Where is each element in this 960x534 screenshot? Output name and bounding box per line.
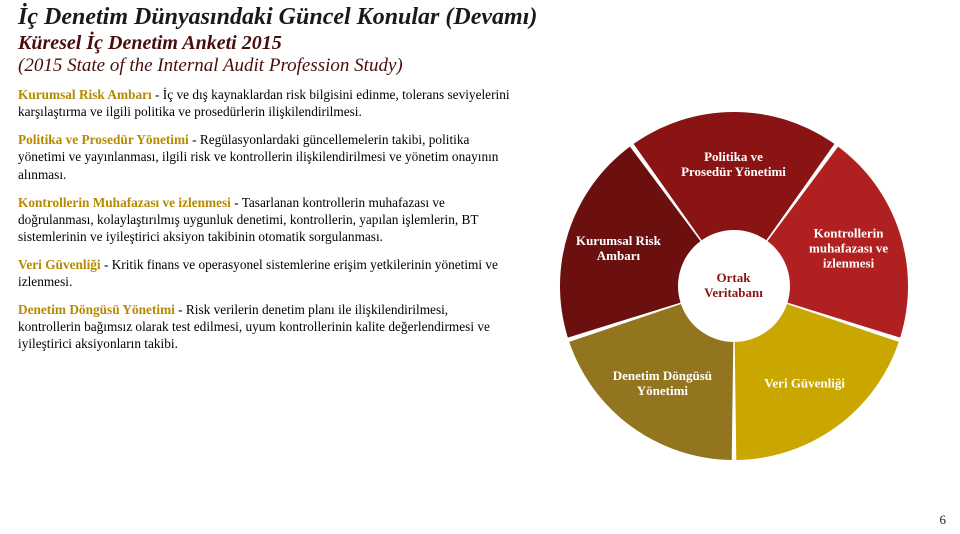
paragraph-lead: Denetim Döngüsü Yönetimi	[18, 302, 175, 317]
donut-chart: Kurumsal Risk Ambarı Politika ve Prosedür…	[556, 108, 912, 464]
paragraph: Kontrollerin Muhafazası ve izlenmesi - T…	[18, 194, 513, 245]
paragraph: Kurumsal Risk Ambarı - İç ve dış kaynakl…	[18, 86, 513, 120]
chart-area: Kurumsal Risk Ambarı Politika ve Prosedür…	[525, 86, 942, 486]
paragraph: Denetim Döngüsü Yönetimi - Risk verileri…	[18, 301, 513, 352]
pie-segment-label: Kontrollerin muhafazası ve izlenmesi	[794, 227, 904, 272]
paragraph: Politika ve Prosedür Yönetimi - Regülasy…	[18, 131, 513, 182]
paragraph-lead: Politika ve Prosedür Yönetimi	[18, 132, 189, 147]
text-column: Kurumsal Risk Ambarı - İç ve dış kaynakl…	[18, 86, 513, 486]
paragraph-lead: Veri Güvenliği	[18, 257, 101, 272]
paragraph: Veri Güvenliği - Kritik finans ve operas…	[18, 256, 513, 290]
pie-segment-label: Veri Güvenliği	[750, 377, 860, 392]
pie-center-label: OrtakVeritabanı	[704, 272, 763, 302]
slide-title: İç Denetim Dünyasındaki Güncel Konular (…	[18, 4, 942, 32]
slide-subtitle-2: (2015 State of the Internal Audit Profes…	[18, 55, 942, 77]
page-number: 6	[940, 512, 947, 528]
pie-segment-label: Politika ve Prosedür Yönetimi	[679, 151, 789, 181]
paragraph-lead: Kurumsal Risk Ambarı	[18, 87, 152, 102]
pie-segment-label: Denetim Döngüsü Yönetimi	[607, 369, 717, 399]
pie-segment-label: Kurumsal Risk Ambarı	[563, 234, 673, 264]
slide-subtitle: Küresel İç Denetim Anketi 2015	[18, 32, 942, 55]
paragraph-lead: Kontrollerin Muhafazası ve izlenmesi	[18, 195, 231, 210]
